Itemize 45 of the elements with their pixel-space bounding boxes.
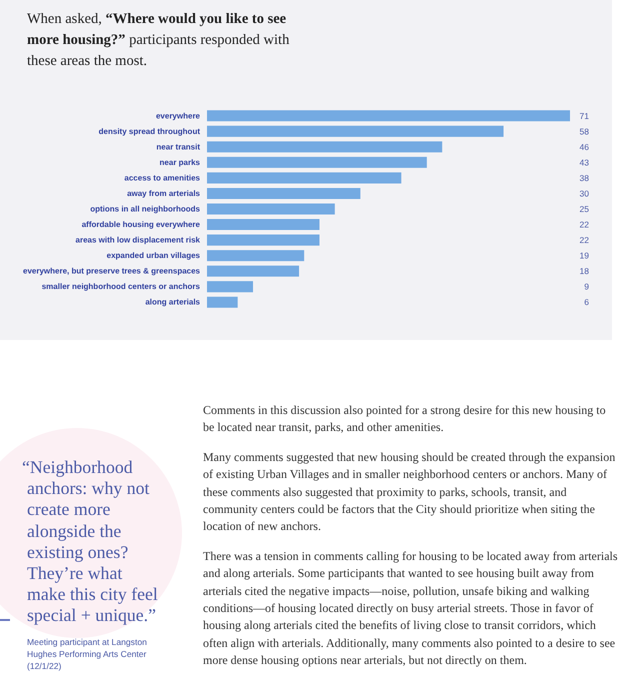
data-label: 30 xyxy=(580,188,590,198)
y-tick-label: options in all neighborhoods xyxy=(90,204,201,214)
bar xyxy=(207,141,442,152)
data-label: 9 xyxy=(584,282,590,292)
data-label: 18 xyxy=(580,266,590,276)
bar xyxy=(207,126,504,137)
bar xyxy=(207,188,360,199)
y-tick-label: smaller neighborhood centers or anchors xyxy=(42,282,201,292)
data-label: 38 xyxy=(580,172,590,183)
bar xyxy=(207,110,570,122)
y-tick-label: density spread throughout xyxy=(98,126,200,136)
text: Comments in this discussion also pointed for a strong desire for this new housing to be located near transit, parks, and other amenities. xyxy=(203,402,607,436)
data-label: 19 xyxy=(580,250,590,261)
bar xyxy=(207,172,402,184)
data-label: 58 xyxy=(580,126,590,136)
data-label: 22 xyxy=(580,235,590,246)
data-label: 22 xyxy=(580,220,590,230)
data-label: 43 xyxy=(580,157,590,168)
y-tick-label: areas with low displacement risk xyxy=(76,236,201,245)
text: Many comments suggested that new housing should be created through the expansion of existing Urban Villages and in smaller neighborhood centers or anchors. Many of these comments also suggested that proximity to parks, schools, transit, and community centers could be factors that the City should prioritize when siting the location of new anchors. xyxy=(203,449,616,536)
bar xyxy=(207,219,320,230)
text: Meeting participant at Langston Hughes Performing Arts Center (12/1/22) xyxy=(27,636,148,672)
bar xyxy=(207,156,427,168)
data-label: 71 xyxy=(580,110,590,121)
y-tick-label: near parks xyxy=(160,158,201,167)
data-label: 25 xyxy=(580,204,590,214)
data-label: 46 xyxy=(580,142,590,152)
y-tick-label: expanded urban villages xyxy=(106,251,201,260)
bar xyxy=(207,234,320,246)
text: “Neighborhood anchors: why not create more alongside the existing ones? They’re what make this city feel special + unique.” xyxy=(22,457,159,627)
bar xyxy=(207,281,254,292)
y-tick-label: along arterials xyxy=(145,298,201,307)
bar xyxy=(207,266,300,277)
y-tick-label: affordable housing everywhere xyxy=(82,220,201,230)
y-tick-label: near transit xyxy=(156,142,200,152)
bar xyxy=(207,203,335,215)
bar xyxy=(207,250,304,262)
y-tick-label: everywhere xyxy=(156,111,201,120)
y-tick-label: everywhere, but preserve trees & greenspaces xyxy=(23,266,201,276)
bar xyxy=(207,296,238,308)
data-label: 6 xyxy=(584,297,590,308)
y-tick-label: access to amenities xyxy=(124,173,201,182)
y-tick-label: away from arterials xyxy=(127,188,201,198)
text: There was a tension in comments calling for housing to be located away from arterials and along arterials. Some participants that wanted to see housing built away from arterials cited the negative impacts—noise, pollution, unsafe biking and walking conditions—of housing located directly on busy arterial streets. Those in favor of housing along arterials cited the benefits of living close to transit corridors, which often align with arterials. Additionally, many comments also pointed to a desire to see more dense housing options near arterials, but not directly on them. xyxy=(203,548,619,669)
chart-title: When asked, “Where would you like to see more housing?” participants responded with these areas the most. xyxy=(27,10,290,71)
